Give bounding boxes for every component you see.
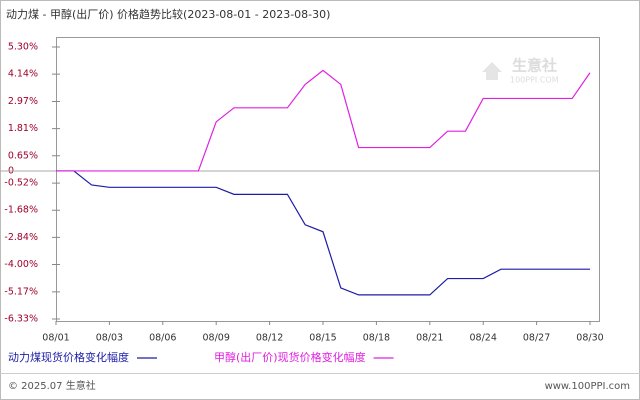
series-line [56,170,590,296]
x-tick-label: 08/30 [576,333,603,344]
y-tick-label: 4.14% [8,69,38,80]
x-tick-label: 08/21 [416,333,443,344]
x-tick-label: 08/15 [309,333,336,344]
footer-url: www.100PPI.com [545,381,630,392]
footer-copyright: © 2025.07 生意社 [8,379,96,392]
y-tick-label: -0.52% [4,178,38,189]
x-tick-label: 08/12 [256,333,283,344]
y-tick-label: -1.68% [4,205,38,216]
x-tick-label: 08/06 [149,333,176,344]
watermark-text: 生意社 [512,57,557,75]
y-tick-label: 2.97% [8,96,38,107]
watermark: 生意社 100PPI.COM [482,57,559,85]
y-tick-label: -4.00% [4,259,38,270]
y-tick-label: -6.33% [4,314,38,325]
y-tick-label: -5.17% [4,286,38,297]
y-tick-label: -2.84% [4,232,38,243]
x-tick-label: 08/09 [203,333,230,344]
watermark-url: 100PPI.COM [510,76,559,85]
y-tick-label: 0.65% [8,150,38,161]
x-tick-label: 08/18 [363,333,390,344]
legend-label: 动力煤现货价格变化幅度 [8,350,129,364]
x-tick-label: 08/24 [470,333,497,344]
y-tick-label: 1.81% [8,123,38,134]
watermark-logo [482,62,502,80]
x-tick-label: 08/01 [42,333,69,344]
y-tick-label: 5.30% [8,42,38,53]
legend-label: 甲醇(出厂价)现货价格变化幅度 [214,350,366,364]
x-tick-label: 08/03 [96,333,123,344]
plot-frame [56,37,600,322]
chart-title: 动力煤 - 甲醇(出厂价) 价格趋势比较(2023-08-01 - 2023-0… [6,7,330,21]
x-tick-label: 08/27 [523,333,550,344]
series-line [56,69,591,172]
